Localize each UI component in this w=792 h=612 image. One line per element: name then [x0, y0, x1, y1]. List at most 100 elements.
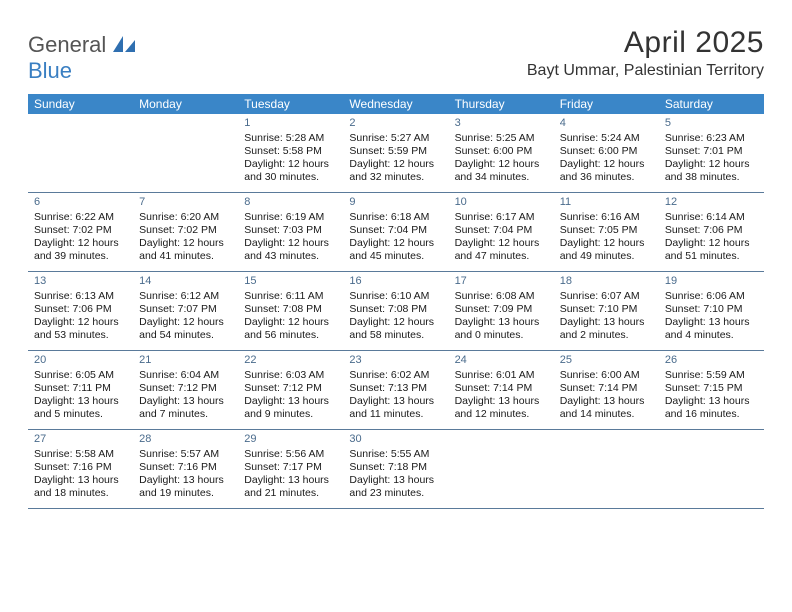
sunset-text: Sunset: 7:06 PM — [665, 224, 758, 237]
sunset-text: Sunset: 7:15 PM — [665, 382, 758, 395]
daylight-text: Daylight: 12 hours — [139, 316, 232, 329]
week-row: 6Sunrise: 6:22 AMSunset: 7:02 PMDaylight… — [28, 193, 764, 272]
day-number: 18 — [560, 275, 653, 289]
sunrise-text: Sunrise: 6:01 AM — [455, 369, 548, 382]
daylight-text: and 45 minutes. — [349, 250, 442, 263]
week-row: 13Sunrise: 6:13 AMSunset: 7:06 PMDayligh… — [28, 272, 764, 351]
day-cell: 15Sunrise: 6:11 AMSunset: 7:08 PMDayligh… — [238, 272, 343, 350]
day-cell: 28Sunrise: 5:57 AMSunset: 7:16 PMDayligh… — [133, 430, 238, 508]
daylight-text: Daylight: 13 hours — [455, 395, 548, 408]
empty-cell — [659, 430, 764, 508]
sunset-text: Sunset: 7:03 PM — [244, 224, 337, 237]
sunset-text: Sunset: 7:11 PM — [34, 382, 127, 395]
daylight-text: and 12 minutes. — [455, 408, 548, 421]
daylight-text: Daylight: 13 hours — [244, 474, 337, 487]
day-cell: 27Sunrise: 5:58 AMSunset: 7:16 PMDayligh… — [28, 430, 133, 508]
empty-cell — [449, 430, 554, 508]
sunset-text: Sunset: 7:14 PM — [560, 382, 653, 395]
daylight-text: and 51 minutes. — [665, 250, 758, 263]
day-cell: 5Sunrise: 6:23 AMSunset: 7:01 PMDaylight… — [659, 114, 764, 192]
daylight-text: Daylight: 12 hours — [349, 237, 442, 250]
sunset-text: Sunset: 6:00 PM — [560, 145, 653, 158]
sunset-text: Sunset: 7:04 PM — [455, 224, 548, 237]
sunrise-text: Sunrise: 6:00 AM — [560, 369, 653, 382]
sunrise-text: Sunrise: 6:07 AM — [560, 290, 653, 303]
daylight-text: and 36 minutes. — [560, 171, 653, 184]
daylight-text: Daylight: 13 hours — [244, 395, 337, 408]
sunrise-text: Sunrise: 5:24 AM — [560, 132, 653, 145]
sunset-text: Sunset: 7:08 PM — [349, 303, 442, 316]
sunrise-text: Sunrise: 5:27 AM — [349, 132, 442, 145]
daylight-text: and 19 minutes. — [139, 487, 232, 500]
daylight-text: Daylight: 13 hours — [665, 316, 758, 329]
day-cell: 25Sunrise: 6:00 AMSunset: 7:14 PMDayligh… — [554, 351, 659, 429]
sunrise-text: Sunrise: 5:28 AM — [244, 132, 337, 145]
sunset-text: Sunset: 7:13 PM — [349, 382, 442, 395]
day-cell: 23Sunrise: 6:02 AMSunset: 7:13 PMDayligh… — [343, 351, 448, 429]
day-number: 7 — [139, 196, 232, 210]
dow-monday: Monday — [133, 94, 238, 114]
sunset-text: Sunset: 7:14 PM — [455, 382, 548, 395]
day-cell: 21Sunrise: 6:04 AMSunset: 7:12 PMDayligh… — [133, 351, 238, 429]
sunrise-text: Sunrise: 5:58 AM — [34, 448, 127, 461]
daylight-text: Daylight: 12 hours — [244, 237, 337, 250]
daylight-text: Daylight: 13 hours — [34, 474, 127, 487]
brand-part1: General — [28, 32, 106, 57]
day-cell: 2Sunrise: 5:27 AMSunset: 5:59 PMDaylight… — [343, 114, 448, 192]
sunrise-text: Sunrise: 6:04 AM — [139, 369, 232, 382]
sunrise-text: Sunrise: 6:05 AM — [34, 369, 127, 382]
brand-part2: Blue — [28, 58, 72, 83]
header: General Blue April 2025 Bayt Ummar, Pale… — [28, 26, 764, 84]
sunrise-text: Sunrise: 6:14 AM — [665, 211, 758, 224]
daylight-text: Daylight: 13 hours — [139, 474, 232, 487]
day-number: 26 — [665, 354, 758, 368]
sunrise-text: Sunrise: 5:56 AM — [244, 448, 337, 461]
daylight-text: and 11 minutes. — [349, 408, 442, 421]
sunrise-text: Sunrise: 5:55 AM — [349, 448, 442, 461]
day-number: 1 — [244, 117, 337, 131]
sunrise-text: Sunrise: 6:06 AM — [665, 290, 758, 303]
brand-text: General Blue — [28, 32, 135, 84]
day-number: 30 — [349, 433, 442, 447]
day-number: 17 — [455, 275, 548, 289]
daylight-text: Daylight: 12 hours — [455, 158, 548, 171]
daylight-text: Daylight: 13 hours — [349, 395, 442, 408]
sunrise-text: Sunrise: 6:23 AM — [665, 132, 758, 145]
sunset-text: Sunset: 7:16 PM — [139, 461, 232, 474]
daylight-text: Daylight: 13 hours — [34, 395, 127, 408]
sunset-text: Sunset: 7:10 PM — [560, 303, 653, 316]
sunrise-text: Sunrise: 6:19 AM — [244, 211, 337, 224]
sunset-text: Sunset: 7:05 PM — [560, 224, 653, 237]
day-cell: 10Sunrise: 6:17 AMSunset: 7:04 PMDayligh… — [449, 193, 554, 271]
day-number: 13 — [34, 275, 127, 289]
day-number: 23 — [349, 354, 442, 368]
week-row: 27Sunrise: 5:58 AMSunset: 7:16 PMDayligh… — [28, 430, 764, 509]
day-number: 29 — [244, 433, 337, 447]
empty-cell — [554, 430, 659, 508]
daylight-text: and 38 minutes. — [665, 171, 758, 184]
day-number: 6 — [34, 196, 127, 210]
day-cell: 19Sunrise: 6:06 AMSunset: 7:10 PMDayligh… — [659, 272, 764, 350]
day-cell: 22Sunrise: 6:03 AMSunset: 7:12 PMDayligh… — [238, 351, 343, 429]
daylight-text: and 5 minutes. — [34, 408, 127, 421]
sunrise-text: Sunrise: 6:11 AM — [244, 290, 337, 303]
day-cell: 11Sunrise: 6:16 AMSunset: 7:05 PMDayligh… — [554, 193, 659, 271]
sunset-text: Sunset: 7:10 PM — [665, 303, 758, 316]
page-title: April 2025 — [527, 26, 764, 60]
sunset-text: Sunset: 7:02 PM — [139, 224, 232, 237]
day-number: 4 — [560, 117, 653, 131]
day-cell: 7Sunrise: 6:20 AMSunset: 7:02 PMDaylight… — [133, 193, 238, 271]
day-cell: 13Sunrise: 6:13 AMSunset: 7:06 PMDayligh… — [28, 272, 133, 350]
daylight-text: Daylight: 12 hours — [349, 316, 442, 329]
daylight-text: Daylight: 12 hours — [665, 237, 758, 250]
daylight-text: and 49 minutes. — [560, 250, 653, 263]
sunrise-text: Sunrise: 6:16 AM — [560, 211, 653, 224]
sunrise-text: Sunrise: 6:13 AM — [34, 290, 127, 303]
daylight-text: Daylight: 12 hours — [560, 237, 653, 250]
day-cell: 24Sunrise: 6:01 AMSunset: 7:14 PMDayligh… — [449, 351, 554, 429]
daylight-text: and 0 minutes. — [455, 329, 548, 342]
dow-tuesday: Tuesday — [238, 94, 343, 114]
daylight-text: and 47 minutes. — [455, 250, 548, 263]
sunrise-text: Sunrise: 5:25 AM — [455, 132, 548, 145]
daylight-text: and 32 minutes. — [349, 171, 442, 184]
